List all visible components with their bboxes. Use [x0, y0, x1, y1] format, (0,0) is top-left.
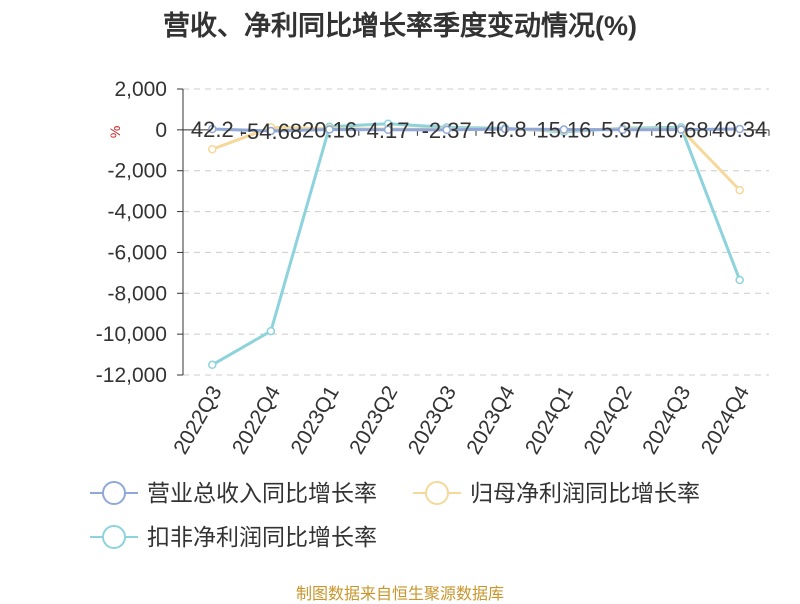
- source-footer: 制图数据来自恒生聚源数据库: [295, 586, 504, 603]
- series-line: [211, 122, 742, 367]
- data-label: 20.16: [302, 117, 357, 142]
- data-point: [442, 125, 451, 135]
- x-tick-label: 2024Q1: [521, 382, 578, 458]
- legend-label: 扣非净利润同比增长率: [147, 524, 377, 550]
- legend-item[interactable]: 归母净利润同比增长率: [413, 480, 700, 506]
- data-point: [618, 125, 627, 134]
- data-point: [266, 126, 276, 136]
- data-label: 15.16: [536, 118, 591, 143]
- x-tick-label: 2023Q1: [287, 382, 344, 458]
- x-tick-label: 2024Q4: [697, 382, 754, 458]
- data-label: 4.17: [367, 118, 410, 143]
- x-tick-label: 2024Q3: [638, 382, 695, 458]
- x-tick-label: 2023Q3: [404, 382, 461, 458]
- y-tick-label: -4,000: [107, 201, 167, 224]
- y-tick-label: 0: [155, 119, 167, 142]
- series-line: [212, 127, 740, 133]
- data-label: -54.68: [240, 119, 302, 144]
- y-tick-label: 2,000: [114, 78, 167, 101]
- legend-item[interactable]: 扣非净利润同比增长率: [90, 524, 377, 550]
- legend-label: 营业总收入同比增长率: [147, 480, 377, 506]
- grid-lines: [183, 88, 769, 376]
- x-tick-label: 2024Q2: [580, 382, 637, 458]
- data-label: 40.34: [712, 117, 767, 142]
- x-tick-label: 2022Q4: [228, 382, 285, 458]
- x-tick-label: 2023Q2: [345, 382, 402, 458]
- data-point: [676, 125, 686, 134]
- data-point: [208, 360, 217, 370]
- legend-marker-icon: [425, 481, 449, 505]
- data-point: [559, 125, 569, 134]
- x-tick-label: 2022Q3: [169, 382, 226, 458]
- data-point: [266, 326, 276, 336]
- data-label: 10.68: [654, 118, 709, 143]
- data-point: [735, 185, 744, 195]
- data-point: [325, 125, 334, 134]
- series-lines: [208, 119, 744, 370]
- y-tick-label: -2,000: [107, 160, 167, 183]
- x-axis-ticks: 2022Q3 2022Q4 2023Q1 2023Q2 2023Q3 2023Q4 2024…: [169, 382, 754, 458]
- data-point: [735, 275, 744, 285]
- data-label: 5.37: [601, 118, 644, 143]
- legend-item[interactable]: 营业总收入同比增长率: [90, 480, 377, 506]
- data-labels: 42.2 -54.68 20.16 4.17 -2.37 40.8 15.16 5.37 10.…: [191, 117, 767, 144]
- legend-marker-icon: [102, 525, 126, 549]
- data-label: 40.8: [484, 117, 527, 142]
- data-point: [208, 124, 217, 134]
- y-tick-label: -10,000: [96, 323, 167, 346]
- y-tick-label: -12,000: [96, 364, 167, 387]
- data-label: 42.2: [191, 117, 234, 142]
- data-point: [208, 145, 217, 154]
- y-tick-label: -6,000: [107, 241, 167, 264]
- data-point: [501, 124, 510, 134]
- legend-label: 归母净利润同比增长率: [470, 480, 700, 506]
- chart-title: 营收、净利同比增长率季度变动情况(%): [163, 11, 637, 41]
- y-axis-unit: %: [107, 126, 123, 138]
- data-label: -2.37: [422, 118, 472, 143]
- data-point: [735, 124, 744, 134]
- x-tick-label: 2023Q4: [462, 382, 519, 458]
- y-axis-ticks: 2,000 0 -2,000 -4,000 -6,000 -8,000 -10,000 -12…: [96, 78, 167, 387]
- y-tick-label: -8,000: [107, 282, 167, 305]
- legend-marker-icon: [102, 481, 126, 505]
- data-point: [383, 125, 393, 135]
